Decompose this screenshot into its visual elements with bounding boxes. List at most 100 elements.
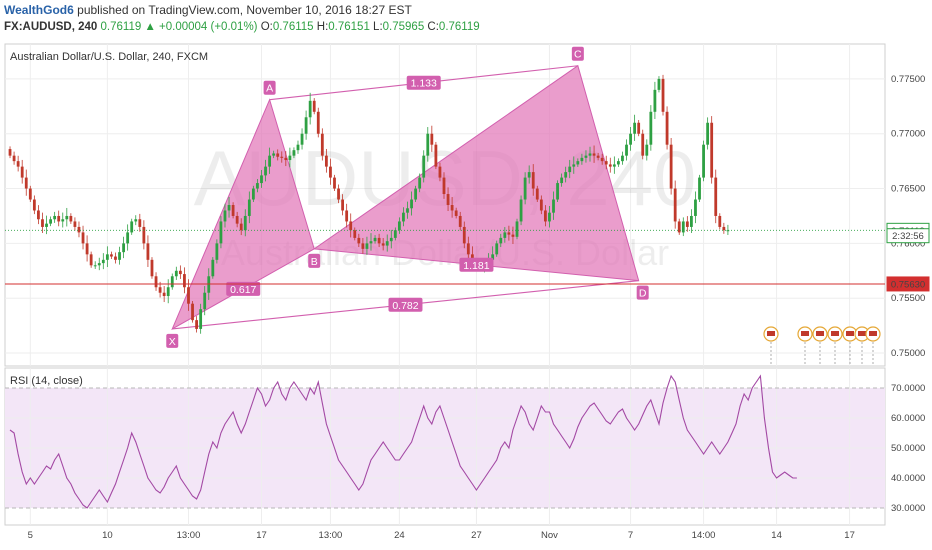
candle-body [187, 287, 190, 304]
candle-body [219, 221, 223, 244]
time-tick-label: 27 [471, 530, 482, 541]
candle-body [142, 226, 146, 244]
candle-body [629, 133, 632, 145]
candle-body [418, 177, 422, 189]
candle-body [677, 221, 681, 233]
candle-body [28, 188, 32, 200]
candle-body [292, 150, 296, 156]
candle-body [507, 232, 511, 235]
candle-body [37, 210, 40, 220]
candle-body [162, 292, 166, 297]
candle-body [183, 274, 186, 288]
candle-body [251, 188, 255, 200]
price-chart-title: Australian Dollar/U.S. Dollar, 240, FXCM [10, 51, 208, 63]
candle-body [77, 226, 81, 233]
candle-body [304, 117, 308, 134]
candle-body [243, 215, 247, 231]
candle-body [397, 221, 401, 231]
economic-events[interactable] [763, 326, 881, 366]
rsi-tick-label: 30.0000 [891, 503, 925, 514]
price-axis[interactable]: 0.77500 0.77000 0.76500 0.76000 0.75500 0.750… [891, 74, 925, 359]
candle-body [53, 215, 57, 220]
ratio-label: 1.181 [463, 260, 489, 272]
candle-body [584, 155, 588, 158]
price-pane[interactable]: AUDUSD, 240 Australian Dollar/U.S. Dolla… [4, 43, 930, 367]
time-axis[interactable]: 5 10 13:00 17 13:00 24 27 Nov 7 14:00 14 17 [28, 530, 855, 541]
close-label: C: [427, 21, 439, 33]
candle-body [458, 215, 462, 227]
candle-body [316, 111, 320, 134]
candle-body [414, 188, 418, 200]
candle-body [223, 210, 227, 222]
candle-body [560, 177, 564, 184]
price-tick-label: 0.77000 [891, 129, 925, 140]
candle-body [612, 164, 616, 167]
candle-body [199, 309, 203, 329]
candle-body [256, 183, 259, 189]
time-tick-label: 14:00 [692, 530, 716, 541]
author-name[interactable]: WealthGod6 [4, 3, 74, 17]
time-tick-label: 24 [394, 530, 405, 541]
publish-info: WealthGod6 published on TradingView.com,… [4, 3, 412, 17]
time-tick-label: 13:00 [177, 530, 201, 541]
time-tick-label: 17 [844, 530, 855, 541]
candle-body [345, 210, 349, 222]
candle-body [20, 166, 24, 178]
open-value: 0.76115 [272, 21, 314, 33]
candle-body [673, 188, 677, 222]
candle-body [625, 144, 628, 156]
candle-body [324, 155, 328, 167]
candle-body [503, 232, 507, 238]
candle-body [641, 133, 645, 156]
last-price: 0.76119 [100, 21, 142, 33]
candle-body [698, 177, 701, 200]
time-tick-label: 14 [771, 530, 782, 541]
point-label-A: A [266, 83, 273, 95]
candle-body [264, 166, 267, 176]
point-label-bg [571, 46, 584, 61]
price-badge-label: 0.75630 [891, 279, 925, 290]
candle-body [369, 241, 373, 244]
candle-body [604, 161, 608, 165]
point-label-B: B [311, 256, 318, 268]
candle-body [166, 287, 170, 297]
candle-body [491, 254, 495, 260]
candle-body [158, 287, 162, 293]
rsi-pane[interactable]: RSI (14, close) 70.0000 60.0000 50.0000 40.… [4, 367, 925, 526]
candle-body [49, 219, 52, 224]
flag-stripe-icon [816, 331, 824, 336]
low-value: 0.75965 [382, 21, 425, 33]
candle-body [596, 155, 600, 158]
candles [8, 74, 730, 334]
candle-body [430, 133, 434, 145]
candle-body [296, 144, 300, 151]
candle-body [73, 221, 77, 227]
candle-body [8, 149, 12, 156]
candle-body [422, 155, 426, 178]
candle-body [215, 243, 219, 260]
candle-body [284, 157, 288, 161]
time-tick-label: 7 [628, 530, 633, 541]
candle-body [16, 161, 20, 167]
candle-body [97, 263, 101, 266]
candle-body [341, 199, 345, 211]
candle-body [580, 157, 584, 162]
point-label-bg [308, 253, 321, 268]
candle-body [385, 241, 389, 246]
candle-body [389, 237, 393, 242]
rsi-axis[interactable]: 70.0000 60.0000 50.0000 40.0000 30.0000 [891, 383, 925, 514]
rsi-grid [5, 368, 885, 525]
candle-body [592, 153, 596, 156]
ratio-label-bg [406, 75, 441, 90]
candle-body [231, 205, 235, 216]
candle-body [365, 243, 369, 249]
candle-body [154, 276, 158, 288]
close-value: 0.76119 [438, 21, 480, 33]
candle-body [41, 219, 44, 227]
candle-body [320, 133, 324, 156]
candle-body [702, 144, 705, 178]
candle-body [523, 177, 527, 200]
candle-body [377, 237, 381, 244]
